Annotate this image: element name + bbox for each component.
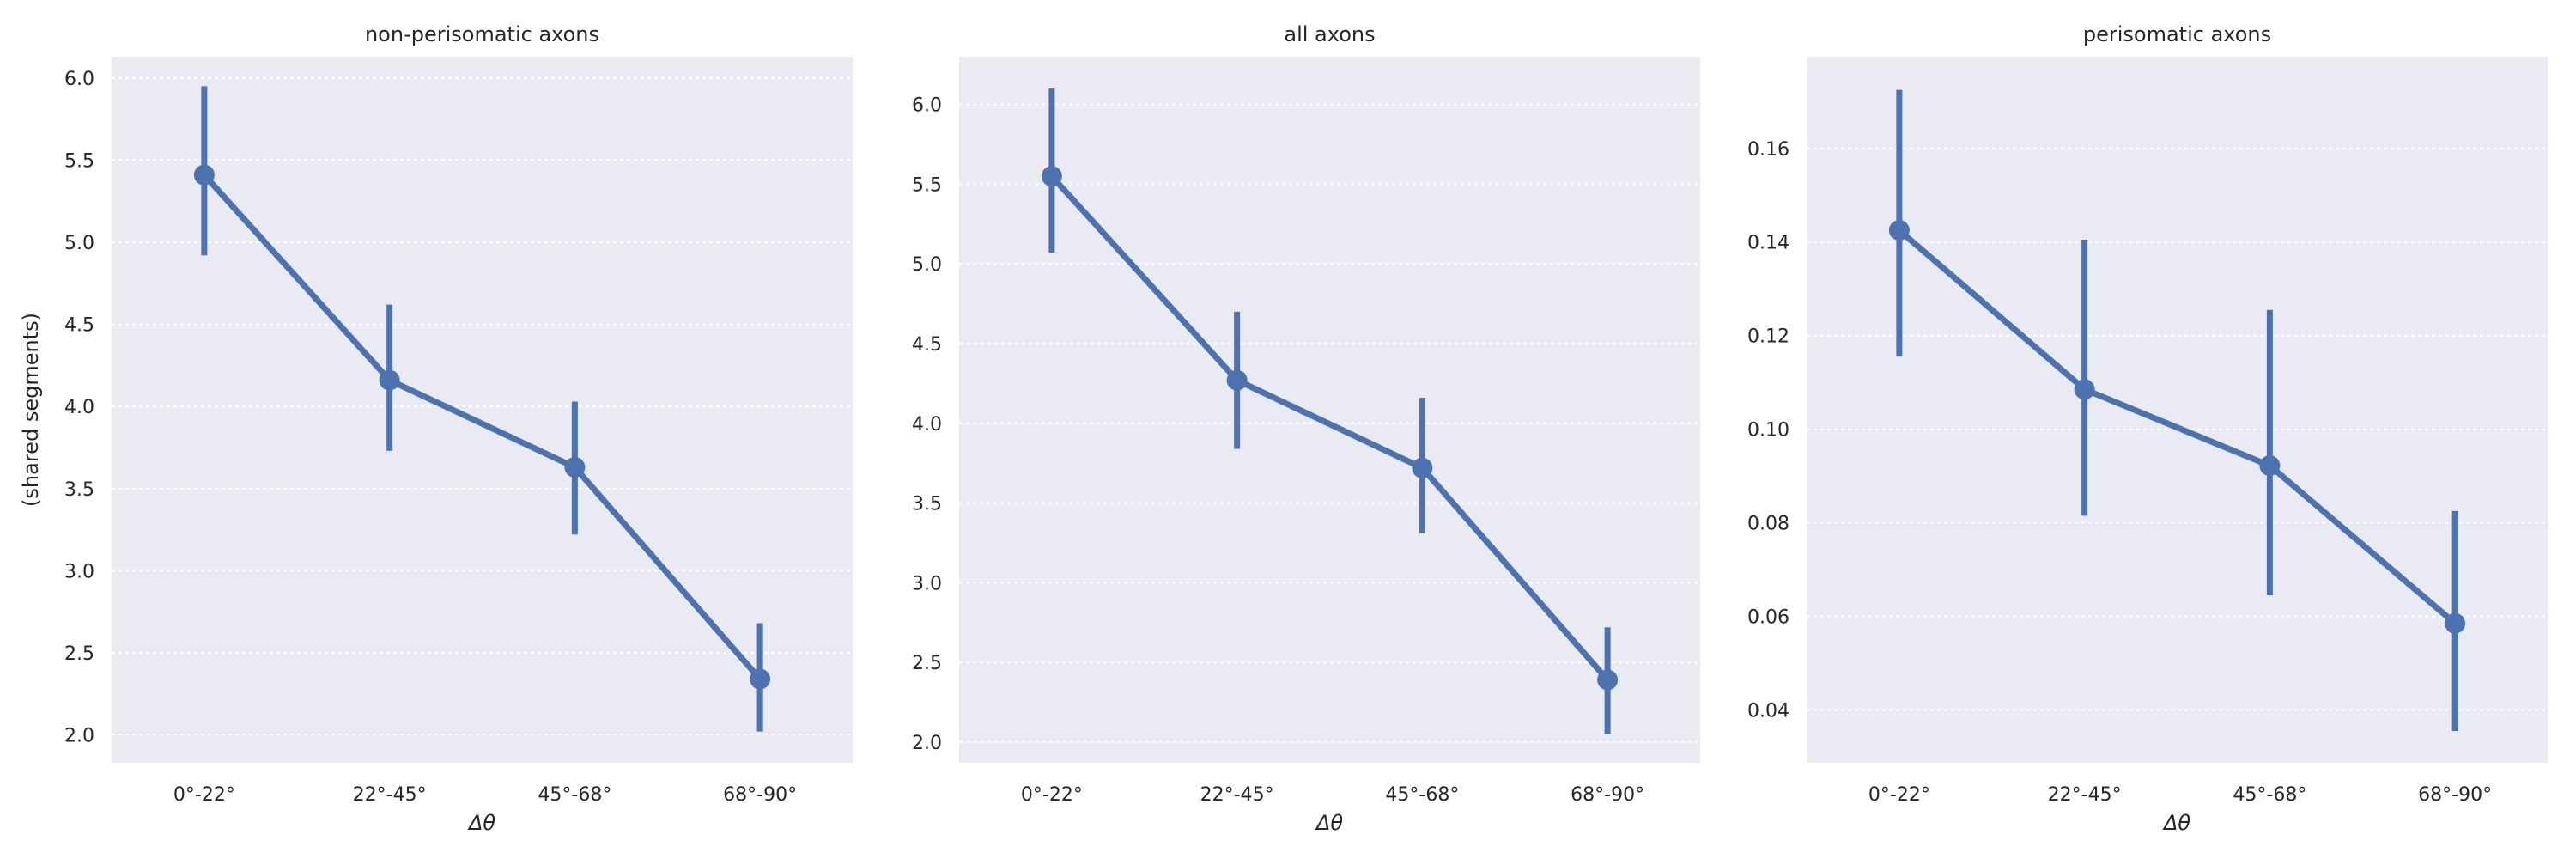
x-tick-label: 22°-45° (1200, 784, 1274, 806)
panel-title: perisomatic axons (2083, 22, 2271, 46)
y-tick-label: 2.0 (64, 726, 94, 747)
y-tick-label: 3.0 (912, 573, 942, 594)
y-tick-label: 4.5 (912, 334, 942, 356)
data-point (1412, 457, 1433, 478)
y-tick-label: 6.0 (64, 69, 94, 90)
data-point (193, 164, 215, 186)
y-tick-label: 4.5 (64, 315, 94, 337)
data-point (1226, 369, 1248, 391)
plot-area (1807, 57, 2548, 763)
data-point (379, 369, 400, 391)
y-tick-label: 5.0 (912, 254, 942, 276)
data-point (1888, 220, 1910, 241)
y-tick-label: 4.0 (912, 414, 942, 436)
y-tick-label: 0.04 (1747, 700, 1789, 722)
x-axis-label: Δθ (1315, 811, 1343, 835)
y-tick-label: 6.0 (912, 95, 942, 117)
y-tick-label: 0.12 (1747, 326, 1789, 348)
data-point (1597, 669, 1619, 691)
data-point (2074, 379, 2095, 400)
panel-title: all axons (1284, 22, 1375, 46)
x-tick-label: 45°-68° (1385, 784, 1459, 806)
y-tick-label: 5.0 (64, 233, 94, 254)
data-point (1041, 166, 1062, 187)
x-tick-label: 22°-45° (2048, 784, 2122, 806)
x-tick-label: 45°-68° (538, 784, 611, 806)
panel-title: non-perisomatic axons (365, 22, 599, 46)
series-line (1049, 174, 1610, 682)
y-tick-label: 5.5 (912, 174, 942, 196)
y-tick-label: 2.5 (64, 643, 94, 665)
chart-panel-2: 2.0 2.5 3.0 3.5 4.0 4.5 5.0 5.5 6.0 0°-22° 22°-45°… (912, 22, 1700, 835)
x-axis-label: Δθ (2162, 811, 2190, 835)
x-tick-label: 68°-90° (1571, 784, 1644, 806)
y-tick-label: 3.0 (64, 561, 94, 582)
y-tick-label: 3.5 (912, 494, 942, 515)
chart-panel-1: 2.0 2.5 3.0 3.5 4.0 4.5 5.0 5.5 6.0 0°-22° 22°-45°… (19, 22, 853, 835)
y-tick-label: 5.5 (64, 150, 94, 172)
y-tick-label: 2.5 (912, 653, 942, 674)
x-tick-label: 0°-22° (173, 784, 235, 806)
chart-panel-3: 0.04 0.06 0.08 0.10 0.12 0.14 0.16 0°-22° 22°-45… (1747, 22, 2548, 835)
y-tick-label: 0.14 (1747, 233, 1789, 254)
x-tick-label: 0°-22° (1868, 784, 1930, 806)
x-tick-label: 68°-90° (723, 784, 797, 806)
data-point (750, 668, 771, 690)
x-tick-label: 68°-90° (2418, 784, 2492, 806)
x-tick-label: 22°-45° (353, 784, 427, 806)
data-point (2259, 455, 2281, 477)
x-tick-label: 0°-22° (1021, 784, 1083, 806)
y-axis-label: (shared segments) (19, 313, 43, 507)
data-point (2445, 612, 2466, 634)
series-line (202, 173, 762, 681)
y-tick-label: 4.0 (64, 397, 94, 418)
y-tick-label: 3.5 (64, 479, 94, 501)
y-tick-label: 0.08 (1747, 514, 1789, 535)
y-tick-label: 2.0 (912, 733, 942, 754)
series-line (1897, 228, 2458, 626)
data-point (564, 456, 586, 478)
y-tick-label: 0.10 (1747, 420, 1789, 442)
x-tick-label: 45°-68° (2233, 784, 2306, 806)
y-tick-label: 0.16 (1747, 139, 1789, 161)
y-tick-label: 0.06 (1747, 606, 1789, 628)
x-axis-label: Δθ (467, 811, 495, 835)
